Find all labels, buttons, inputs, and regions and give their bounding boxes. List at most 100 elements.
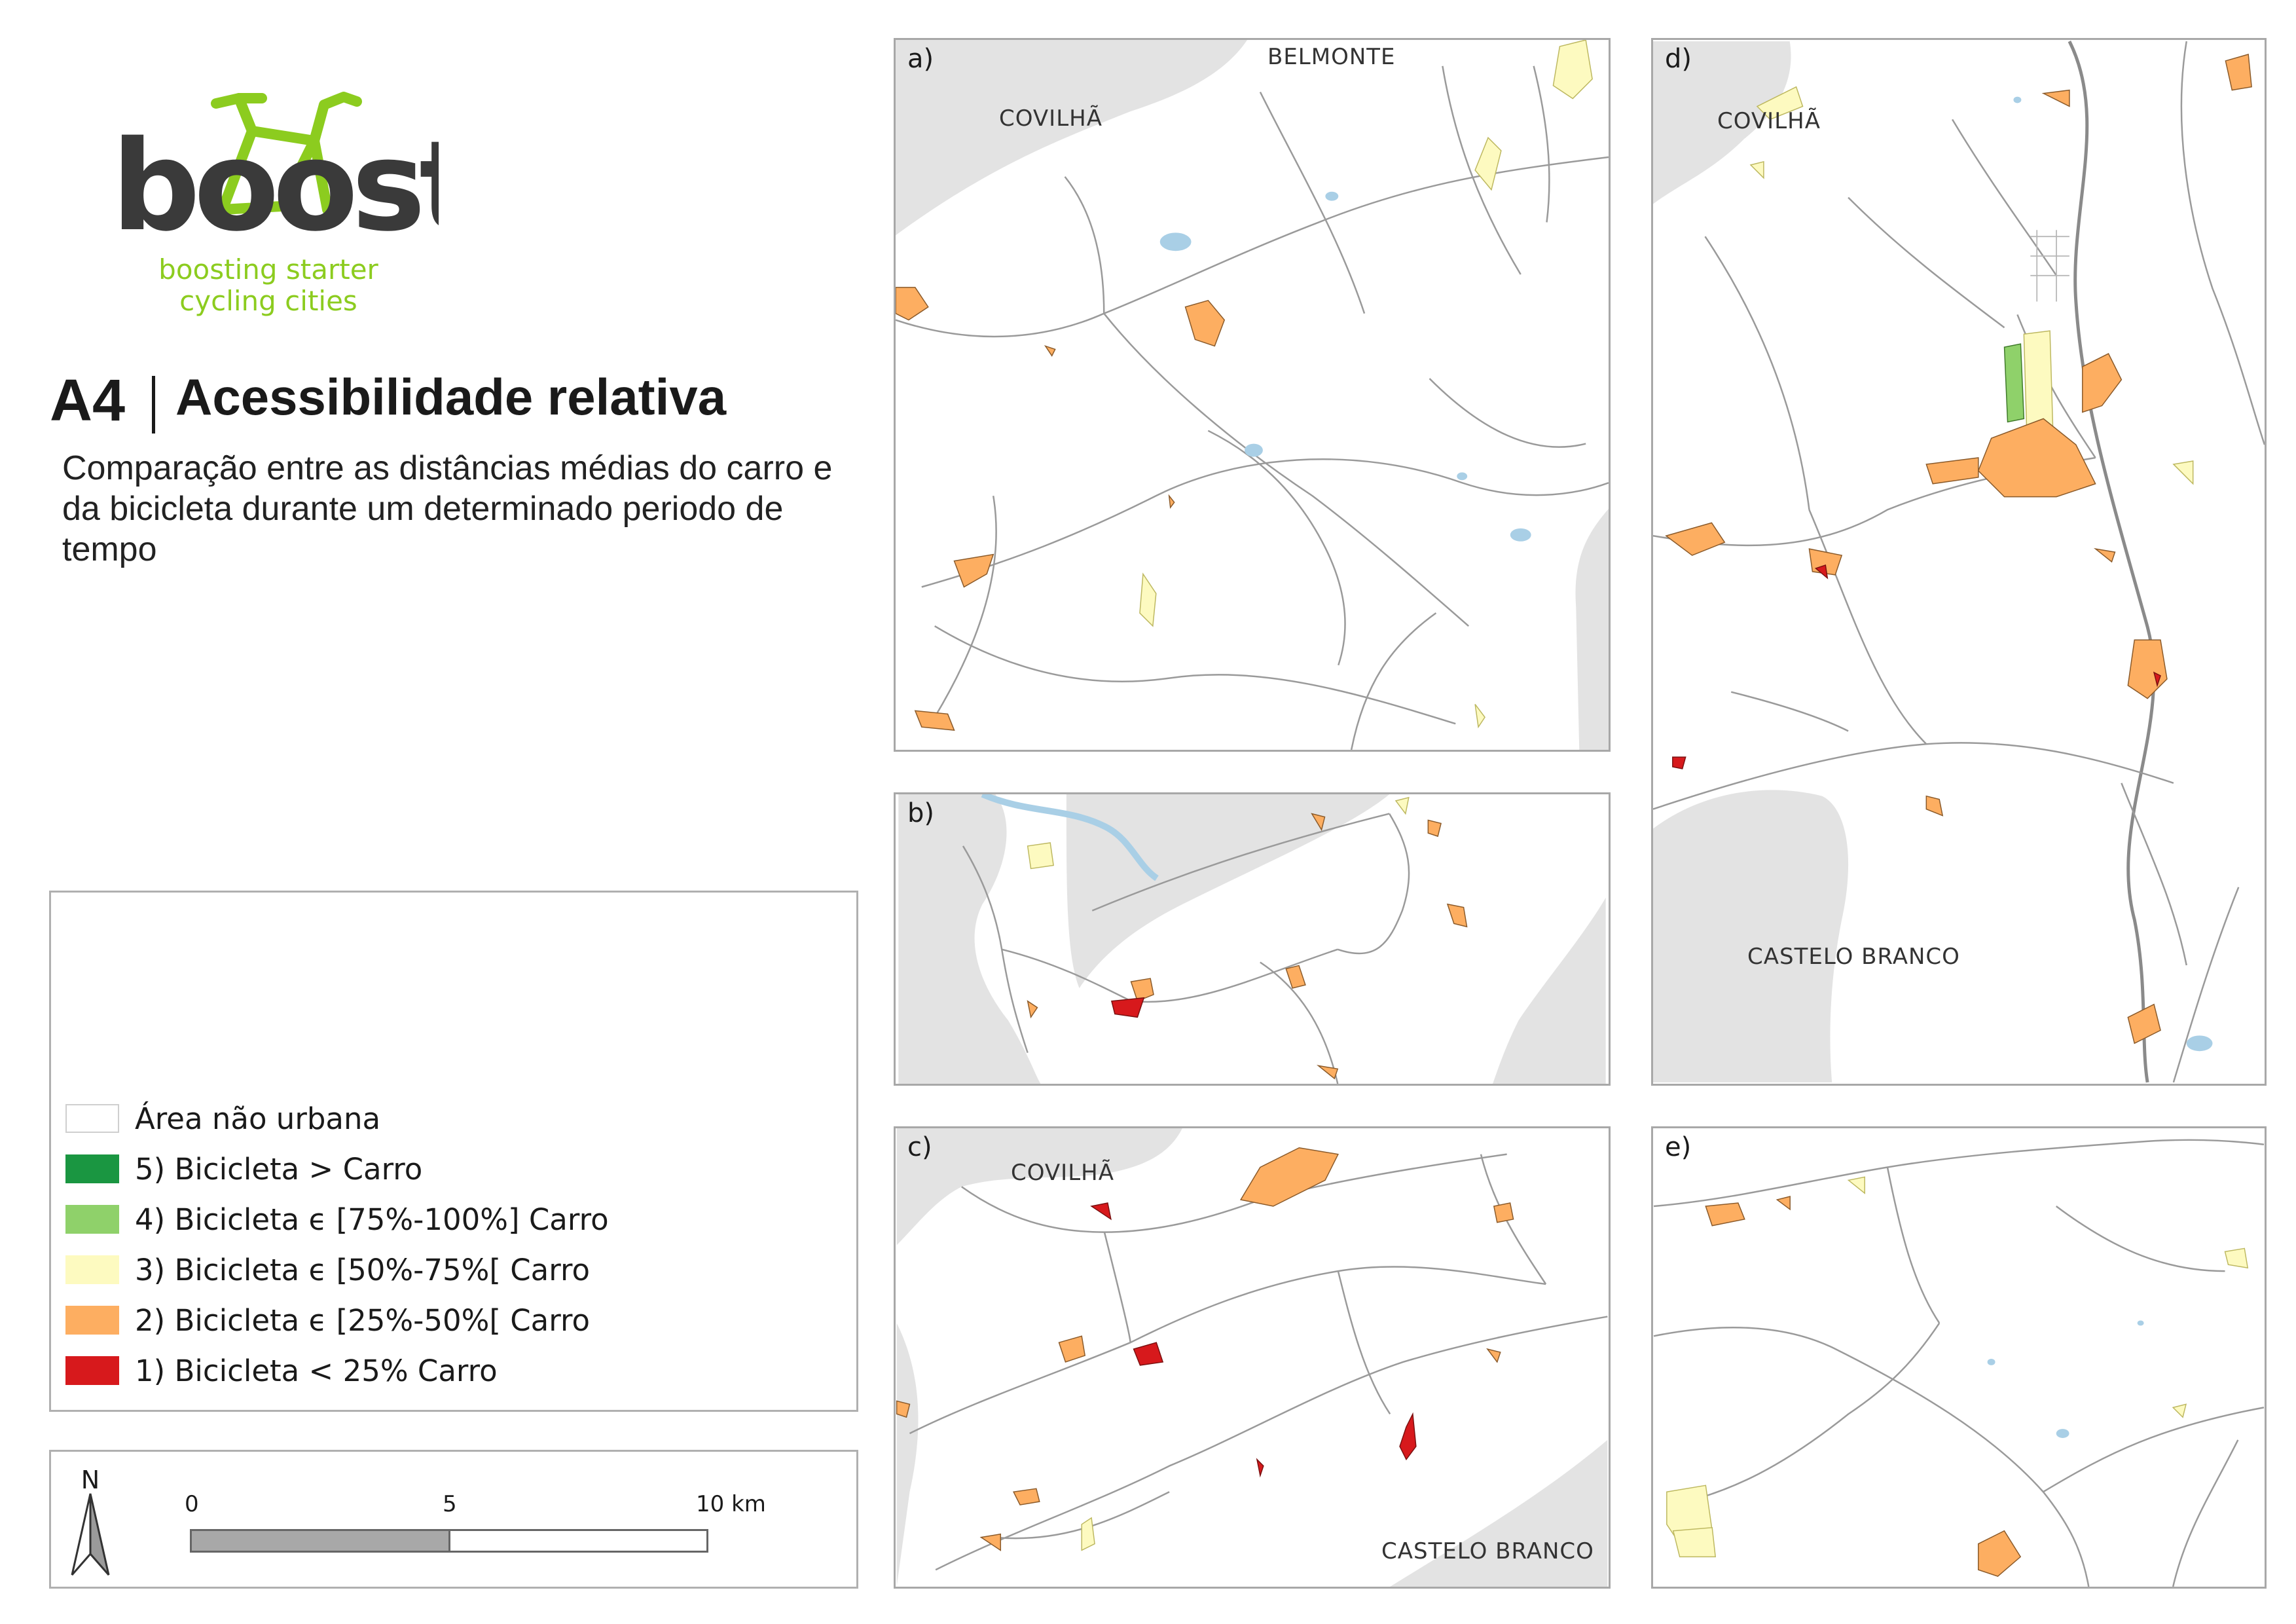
map-panel-b: b) [894,792,1611,1086]
place-label-belmonte: BELMONTE [1267,44,1396,70]
page-title: Acessibilidade relativa [175,368,727,426]
scale-box: N 0 5 10 km [49,1450,858,1589]
urban-area-class-2 [1058,1335,1086,1363]
outside-area [1653,41,1791,204]
title-divider [152,376,155,434]
urban-area-class-3 [1756,86,1804,120]
outside-area [1653,790,1849,1082]
urban-area-class-3 [2224,1247,2249,1269]
river [981,794,1159,881]
urban-area-class-3 [1474,136,1502,191]
urban-area-class-2 [1311,813,1326,832]
urban-area-class-2 [1316,1065,1339,1080]
urban-area-class-2 [1486,1348,1501,1363]
urban-area-class-3 [1552,40,1593,100]
legend-swatch [65,1255,119,1284]
water-body [2137,1320,2144,1326]
scale-tick-0: 0 [185,1491,199,1517]
outside-area [1066,794,1390,988]
urban-area-class-3 [1672,1526,1717,1558]
urban-area-class-2 [2082,353,2123,413]
panel-letter: e) [1665,1132,1692,1162]
legend-swatch [65,1306,119,1335]
urban-area-class-2 [2225,54,2252,91]
urban-area-class-2 [1285,965,1306,989]
outside-area [896,1323,919,1587]
legend-label: Área não urbana [135,1101,381,1136]
logo-tagline-line1: boosting starter [158,253,378,286]
scale-tick-10: 10 km [696,1491,766,1517]
urban-area-class-3 [1749,160,1764,179]
legend-swatch [65,1154,119,1183]
legend-label: 4) Bicicleta ϵ [75%-100%] Carro [135,1202,609,1237]
urban-area-class-2 [1925,457,1979,485]
urban-area-class-2 [2041,89,2070,107]
urban-area-class-2 [1168,494,1175,509]
page-subtitle: Comparação entre as distâncias médias do… [62,449,833,568]
place-label-covilha: COVILHÃ [1011,1160,1114,1186]
water-body [1325,191,1339,201]
logo-wordmark: boost [111,124,439,259]
urban-area-class-2 [1705,1202,1745,1227]
legend-item-2: 2) Bicicleta ϵ [25%-50%[ Carro [65,1303,590,1338]
urban-area-class-3 [2172,460,2194,485]
map-c-canvas [896,1128,1608,1587]
logo-tagline-line2: cycling cities [179,285,357,317]
scale-tick-5: 5 [443,1491,457,1517]
urban-area-class-2 [1978,1530,2022,1577]
scale-segment-filled [192,1531,450,1551]
north-arrow-icon: N [71,1466,110,1576]
urban-area-class-2 [1427,819,1442,838]
outside-area [1390,1439,1608,1587]
place-label-covilha: COVILHÃ [1717,108,1821,134]
urban-area-class-1 [2153,671,2161,688]
legend-item-5: 5) Bicicleta > Carro [65,1151,423,1187]
legend-item-3: 3) Bicicleta ϵ [50%-75%[ Carro [65,1253,590,1287]
place-label-covilha: COVILHÃ [999,105,1102,132]
panel-letter: c) [907,1132,932,1162]
water-body [1245,443,1263,457]
map-panel-e: e) [1651,1126,2267,1589]
urban-area-class-2 [1012,1488,1040,1505]
outside-area [896,40,1248,236]
urban-area-class-3 [1081,1517,1095,1551]
urban-area-class-2 [1239,1147,1339,1207]
map-panel-d: d) COVILHÃ CASTELO BRANCO [1651,38,2267,1086]
map-panel-a: a) BELMONTE COVILHÃ [894,38,1611,752]
urban-area-class-3 [1139,572,1157,627]
outside-area [1575,509,1609,750]
urban-area-class-2 [979,1533,1002,1551]
urban-area-class-4 [2003,343,2025,423]
map-e-canvas [1653,1139,2265,1587]
legend-item-non-urban: Área não urbana [65,1101,381,1136]
urban-area-class-2 [1925,795,1944,817]
water-body [1457,472,1468,481]
urban-area-class-2 [1130,978,1154,1002]
urban-area-class-2 [1665,522,1726,556]
urban-area-class-3 [1027,842,1054,870]
urban-area-class-3 [2172,1403,2187,1418]
legend-swatch [65,1205,119,1234]
urban-area-class-2 [1446,903,1468,928]
place-label-castelo-branco: CASTELO BRANCO [1381,1538,1594,1564]
urban-area-class-2 [1027,1000,1038,1019]
map-b-canvas [898,794,1606,1084]
urban-area-class-1 [1110,997,1145,1018]
urban-area-class-3 [1847,1176,1865,1194]
water-body [1987,1358,1995,1365]
scale-bar [190,1529,708,1553]
water-body [1510,528,1531,542]
urban-area-class-2 [1184,299,1226,347]
panel-letter: d) [1665,44,1692,74]
legend-label: 5) Bicicleta > Carro [135,1151,423,1187]
logo-tagline: boosting starter cycling cities [98,254,439,317]
water-body [2186,1035,2213,1052]
north-label: N [81,1466,100,1494]
legend-item-1: 1) Bicicleta < 25% Carro [65,1354,498,1388]
water-body [2013,96,2022,103]
panel-letter: b) [907,798,934,828]
legend: Área não urbana 5) Bicicleta > Carro 4) … [49,891,858,1412]
urban-area-class-1 [1133,1342,1164,1366]
urban-area-class-2 [1776,1196,1791,1211]
scale-segment-empty [450,1531,706,1551]
